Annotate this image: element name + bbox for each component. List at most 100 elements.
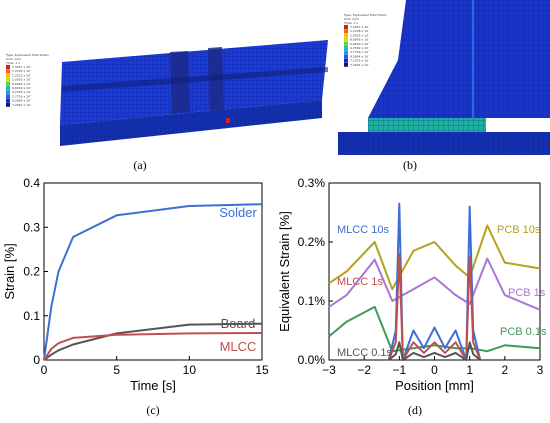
series-line-mlcc-0-1s [388, 341, 481, 361]
legend-value: 7.0795 x 10⁻ [12, 69, 32, 73]
series-label: MLCC 0.1s [337, 347, 393, 359]
y-tick-label: 0.1 [23, 309, 40, 323]
y-tick-label: 0.2 [23, 265, 40, 279]
x-tick-label: 2 [501, 363, 508, 377]
legend-swatch [6, 77, 10, 82]
legend-swatch [6, 98, 10, 103]
x-axis-label: Position [mm] [395, 378, 474, 393]
panel-label-b: (b) [403, 158, 417, 172]
legend-value: 8.6095 x 10⁻ [350, 38, 370, 42]
series-label: PCB 0.1s [500, 326, 547, 338]
legend-value: 7.2491 x 10⁻ [350, 63, 370, 67]
legend-swatch [6, 81, 10, 86]
series-line-mlcc-10s [387, 202, 482, 361]
series-line-pcb-0-1s [328, 305, 541, 353]
legend-value: 7.3457 x 10⁻ [350, 25, 370, 29]
panel-d: −3 −2 −1 0 1 2 3 0.0% 0.1% 0.2% 0.3% Position [mm] E… [275, 175, 550, 423]
legend-swatch [6, 102, 10, 107]
legend-value: 7.1975 x 10⁻ [350, 59, 370, 63]
legend-swatch [344, 62, 348, 67]
y-tick-label: 0.4 [23, 176, 40, 190]
legend-swatch [344, 50, 348, 55]
legend-swatch [6, 73, 10, 78]
legend-swatch [6, 90, 10, 95]
legend-header-line: Unit: m/m [6, 57, 21, 61]
fea-render-b: Type: Equivalent Total Strain Unit: m/m Ti… [338, 0, 550, 155]
series-label: PCB 1s [508, 287, 546, 299]
legend-swatch [344, 54, 348, 59]
legend-swatch [6, 69, 10, 74]
x-tick-label: 3 [537, 363, 544, 377]
legend-swatch [6, 94, 10, 99]
fea-render-a: Type: Equivalent Total Strain Unit: m/m Ti… [0, 0, 330, 155]
x-tick-label: −3 [322, 363, 336, 377]
legend-value: 8.6095 x 10⁻ [12, 82, 32, 86]
legend-swatch [344, 37, 348, 42]
legend-value: 7.2491 x 10⁻ [12, 103, 32, 107]
strain-position-chart: −3 −2 −1 0 1 2 3 0.0% 0.1% 0.2% 0.3% Position [mm] E… [277, 176, 547, 393]
series-label: Board [221, 316, 256, 331]
legend-header-line: Type: Equivalent Total Strain [5, 53, 49, 57]
legend-value: 4.7182 x 10⁻ [12, 90, 32, 94]
legend-value: 8.2694 x 10⁻ [12, 99, 32, 103]
legend-value: 2.7726 x 10⁻ [350, 50, 370, 54]
x-tick-label: −1 [392, 363, 406, 377]
y-tick-label: 0.1% [298, 294, 326, 308]
series-label: Solder [219, 205, 257, 220]
legend-value: 1.2522 x 10⁻ [12, 73, 32, 77]
legend-header-line: Time: 1 s [5, 61, 20, 65]
panel-label-a: (a) [133, 158, 147, 172]
legend-value: 1.0555 x 10⁻ [12, 78, 32, 82]
panel-b: Type: Equivalent Total Strain Unit: m/m Ti… [338, 0, 550, 175]
x-tick-label: 5 [113, 363, 120, 377]
x-axis-label: Time [s] [130, 378, 176, 393]
legend-swatch [6, 86, 10, 90]
x-tick-label: 0 [41, 363, 48, 377]
x-tick-label: 0 [431, 363, 438, 377]
series-line-mlcc-1s [387, 252, 482, 361]
y-tick-label: 0.0% [298, 353, 326, 367]
legend-value: 6.6639 x 10⁻ [12, 86, 32, 90]
series-line-board [43, 322, 263, 361]
y-tick-label: 0 [33, 353, 40, 367]
legend-swatch [344, 58, 348, 63]
legend-value: 4.7182 x 10⁻ [350, 46, 370, 50]
series-label: MLCC [220, 339, 257, 354]
series-label: PCB 10s [497, 224, 541, 236]
series-line-pcb-1s [328, 257, 541, 311]
hotspot-a [226, 118, 230, 123]
panel-c: 0 5 10 15 0 0.1 0.2 0.3 0.4 Time [s] Strain [%] Sol… [0, 175, 275, 423]
y-axis-label: Strain [%] [2, 243, 17, 299]
panel-label-c: (c) [146, 403, 160, 417]
legend-swatch [344, 41, 348, 46]
x-tick-label: −2 [357, 363, 371, 377]
legend-header-line: Time: 1 s [343, 21, 358, 25]
series-label: MLCC 1s [337, 276, 383, 288]
strain-time-chart: 0 5 10 15 0 0.1 0.2 0.3 0.4 Time [s] Strain [%] Sol… [2, 176, 269, 393]
legend-swatch [344, 29, 348, 34]
y-tick-label: 0.3% [298, 176, 326, 190]
legend-value: 6.6639 x 10⁻ [350, 42, 370, 46]
series-line-pcb-10s [328, 224, 541, 291]
legend-header-line: Type: Equivalent Total Strain [343, 13, 387, 17]
panel-label-d: (d) [408, 403, 422, 417]
legend-value: 1.2798 x 10⁻ [350, 29, 370, 33]
legend-swatch [344, 25, 348, 29]
y-axis-label: Equivalent Strain [%] [277, 211, 292, 332]
series-line-mlcc [43, 332, 263, 361]
x-tick-label: 10 [183, 363, 197, 377]
series-label: MLCC 10s [337, 224, 389, 236]
legend-value: 2.7726 x 10⁻ [12, 94, 32, 98]
series-line-solder [43, 203, 263, 361]
legend-swatch [344, 46, 348, 50]
legend-value: 8.2694 x 10⁻ [350, 54, 370, 58]
y-tick-label: 0.2% [298, 235, 326, 249]
x-tick-label: 15 [255, 363, 269, 377]
legend-swatch [6, 65, 10, 69]
legend-value: 1.0555 x 10⁻ [350, 33, 370, 37]
panel-a: Type: Equivalent Total Strain Unit: m/m Ti… [0, 0, 330, 175]
y-tick-label: 0.3 [23, 220, 40, 234]
legend-value: 7.3457 x 10⁻ [12, 65, 32, 69]
